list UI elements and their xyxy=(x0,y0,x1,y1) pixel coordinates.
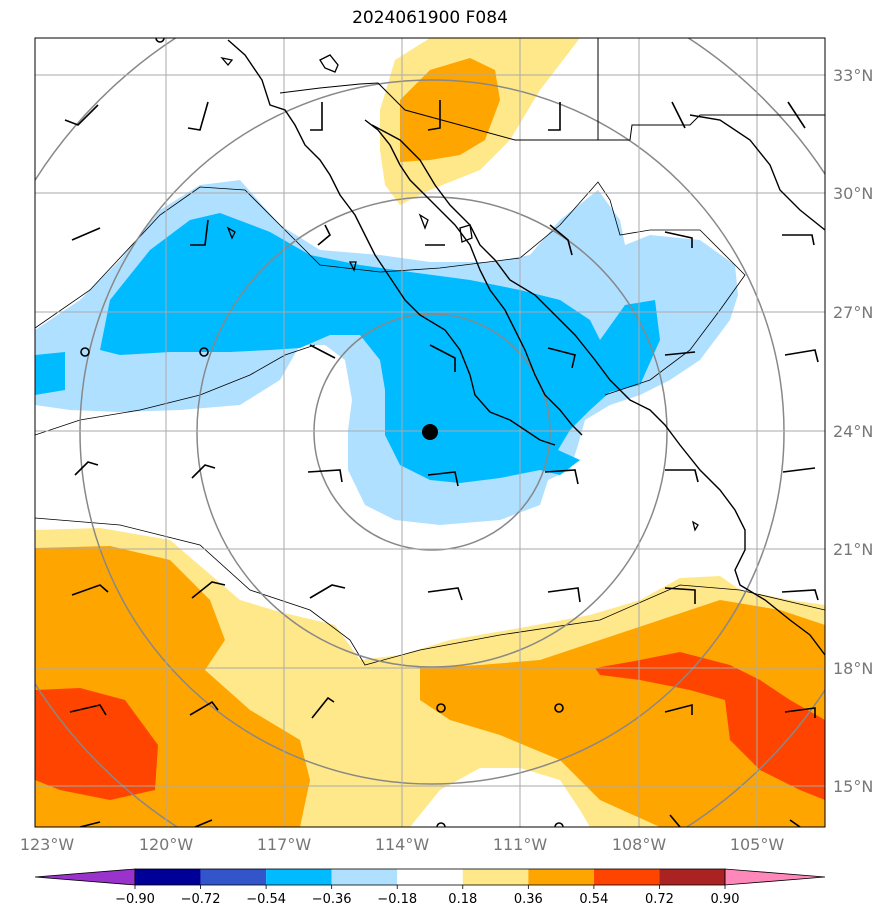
map-title: 2024061900 F084 xyxy=(352,8,508,28)
storm-center-dot xyxy=(422,424,438,440)
lon-label-117w: 117°W xyxy=(257,835,312,854)
political-borders xyxy=(279,38,825,141)
colorbar-segment xyxy=(528,869,594,885)
lat-label-18: 18°N xyxy=(833,659,873,678)
coastlines xyxy=(227,39,825,656)
colorbar-tick-label: 0.54 xyxy=(579,892,608,907)
lat-label-24: 24°N xyxy=(833,422,873,441)
islands xyxy=(220,54,699,532)
colorbar-segment xyxy=(593,869,660,885)
lat-label-30: 30°N xyxy=(833,184,873,203)
colorbar-tick-label: −0.90 xyxy=(115,892,155,907)
colorbar-tick-label: −0.36 xyxy=(312,892,352,907)
longitude-labels: 123°W 120°W 117°W 114°W 111°W 108°W 105°… xyxy=(20,835,785,854)
colorbar-segment xyxy=(462,869,529,885)
calm-wind-markers xyxy=(80,38,564,827)
wind-barbs xyxy=(64,100,819,827)
colorbar-tick-label: −0.54 xyxy=(246,892,286,907)
colorbar-segment xyxy=(659,869,725,885)
colorbar-segment xyxy=(266,869,332,885)
colorbar-segment xyxy=(397,869,463,885)
map-plot-area xyxy=(35,38,825,827)
lon-label-120w: 120°W xyxy=(139,835,194,854)
colorbar-extend-low xyxy=(34,868,136,886)
negative-anomaly-blue-west xyxy=(35,352,65,395)
latitude-labels: 33°N 30°N 27°N 24°N 21°N 18°N 15°N xyxy=(833,66,873,796)
range-rings xyxy=(35,38,825,827)
lat-label-27: 27°N xyxy=(833,303,873,322)
lon-label-105w: 105°W xyxy=(730,835,785,854)
lat-label-33: 33°N xyxy=(833,66,873,85)
colorbar-tick-label: 0.18 xyxy=(448,892,477,907)
colorbar-tick-label: 0.36 xyxy=(514,892,543,907)
graticule xyxy=(35,38,825,827)
colorbar-segment xyxy=(200,869,267,885)
colorbar: −0.90 −0.72 −0.54 −0.36 −0.18 0.18 0.36 0.54 0.7… xyxy=(34,868,826,907)
colorbar-segment xyxy=(135,869,201,885)
lon-label-111w: 111°W xyxy=(493,835,548,854)
positive-anomaly-orange-east xyxy=(420,600,825,827)
lon-label-123w: 123°W xyxy=(20,835,75,854)
colorbar-tick-label: −0.72 xyxy=(181,892,221,907)
colorbar-extend-high xyxy=(724,868,826,886)
lat-label-21: 21°N xyxy=(833,540,873,559)
positive-anomaly-red-west xyxy=(35,688,158,800)
anomaly-contour-outline-south xyxy=(35,517,825,666)
positive-anomaly-red-east xyxy=(595,652,825,800)
colorbar-tick-label: 0.90 xyxy=(711,892,740,907)
colorbar-frame xyxy=(134,868,726,886)
map-frame xyxy=(34,37,826,828)
lon-label-114w: 114°W xyxy=(375,835,430,854)
lat-label-15: 15°N xyxy=(833,777,873,796)
positive-anomaly-orange-north xyxy=(400,58,500,162)
colorbar-tick-label: 0.72 xyxy=(645,892,674,907)
colorbar-tick-label: −0.18 xyxy=(377,892,417,907)
colorbar-segment xyxy=(331,869,398,885)
lon-label-108w: 108°W xyxy=(612,835,667,854)
